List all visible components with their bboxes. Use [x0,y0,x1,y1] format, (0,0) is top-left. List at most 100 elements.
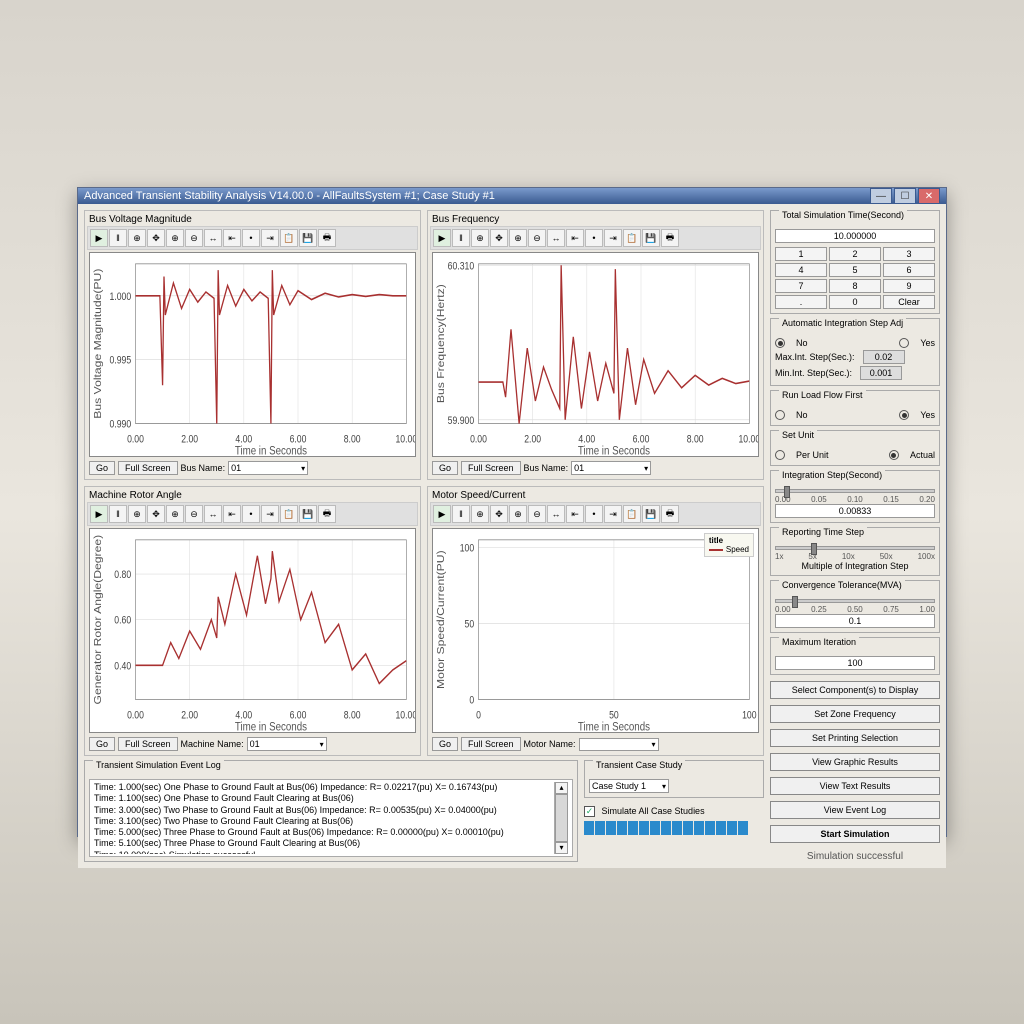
fit-icon[interactable]: ↔ [547,505,565,523]
pause-icon[interactable]: ‖ [109,505,127,523]
fullscreen-button[interactable]: Full Screen [461,461,521,475]
play-icon[interactable]: ▶ [90,505,108,523]
selector-dropdown[interactable] [579,738,659,751]
last-icon[interactable]: ⇥ [261,229,279,247]
simulate-all-row[interactable]: ✓ Simulate All Case Studies [584,806,764,817]
select-components-button[interactable]: Select Component(s) to Display [770,681,940,699]
zoomout-icon[interactable]: ⊖ [185,505,203,523]
start-simulation-button[interactable]: Start Simulation [770,825,940,843]
zoomin-icon[interactable]: ⊕ [509,505,527,523]
numpad-0[interactable]: 0 [829,295,881,309]
numpad-4[interactable]: 4 [775,263,827,277]
numpad-.[interactable]: . [775,295,827,309]
current-icon[interactable]: • [242,505,260,523]
auto-step-yes-radio[interactable] [899,338,909,348]
zoomin-icon[interactable]: ⊕ [509,229,527,247]
numpad-2[interactable]: 2 [829,247,881,261]
go-button[interactable]: Go [432,737,458,751]
event-log-scrollbar[interactable]: ▴ ▾ [554,782,568,854]
case-study-select[interactable]: Case Study 1 [589,779,669,793]
selector-dropdown[interactable]: 01 [228,461,308,475]
view-eventlog-button[interactable]: View Event Log [770,801,940,819]
conv-tol-value[interactable] [775,614,935,628]
conv-tol-slider[interactable] [775,599,935,603]
zoomout-icon[interactable]: ⊖ [528,505,546,523]
current-icon[interactable]: • [585,229,603,247]
copy-icon[interactable]: 📋 [623,505,641,523]
int-step-value[interactable] [775,504,935,518]
selector-dropdown[interactable]: 01 [247,737,327,751]
numpad-7[interactable]: 7 [775,279,827,293]
set-zone-freq-button[interactable]: Set Zone Frequency [770,705,940,723]
scroll-up-icon[interactable]: ▴ [555,782,568,794]
last-icon[interactable]: ⇥ [604,229,622,247]
save-icon[interactable]: 💾 [642,229,660,247]
save-icon[interactable]: 💾 [642,505,660,523]
int-step-slider[interactable] [775,489,935,493]
go-button[interactable]: Go [89,461,115,475]
zoomout-icon[interactable]: ⊖ [528,229,546,247]
last-icon[interactable]: ⇥ [261,505,279,523]
play-icon[interactable]: ▶ [90,229,108,247]
play-icon[interactable]: ▶ [433,505,451,523]
pan-icon[interactable]: ✥ [147,229,165,247]
set-printing-button[interactable]: Set Printing Selection [770,729,940,747]
print-icon[interactable]: 🖶 [318,505,336,523]
scroll-down-icon[interactable]: ▾ [555,842,568,854]
print-icon[interactable]: 🖶 [318,229,336,247]
play-icon[interactable]: ▶ [433,229,451,247]
report-step-slider[interactable] [775,546,935,550]
view-graphic-button[interactable]: View Graphic Results [770,753,940,771]
fullscreen-button[interactable]: Full Screen [461,737,521,751]
copy-icon[interactable]: 📋 [623,229,641,247]
save-icon[interactable]: 💾 [299,505,317,523]
view-text-button[interactable]: View Text Results [770,777,940,795]
print-icon[interactable]: 🖶 [661,505,679,523]
first-icon[interactable]: ⇤ [566,229,584,247]
copy-icon[interactable]: 📋 [280,505,298,523]
last-icon[interactable]: ⇥ [604,505,622,523]
total-time-input[interactable] [775,229,935,243]
simulate-all-checkbox[interactable]: ✓ [584,806,595,817]
minimize-button[interactable]: — [870,188,892,204]
close-button[interactable]: ✕ [918,188,940,204]
numpad-5[interactable]: 5 [829,263,881,277]
fullscreen-button[interactable]: Full Screen [118,737,178,751]
pan-icon[interactable]: ✥ [490,505,508,523]
current-icon[interactable]: • [242,229,260,247]
unit-actual-radio[interactable] [889,450,899,460]
numpad-Clear[interactable]: Clear [883,295,935,309]
auto-step-no-radio[interactable] [775,338,785,348]
pause-icon[interactable]: ‖ [452,229,470,247]
zoomin-icon[interactable]: ⊕ [166,505,184,523]
zoom-icon[interactable]: ⊕ [128,229,146,247]
first-icon[interactable]: ⇤ [566,505,584,523]
numpad-3[interactable]: 3 [883,247,935,261]
max-int-step-input[interactable] [863,350,905,364]
first-icon[interactable]: ⇤ [223,229,241,247]
fit-icon[interactable]: ↔ [547,229,565,247]
numpad-9[interactable]: 9 [883,279,935,293]
fullscreen-button[interactable]: Full Screen [118,461,178,475]
pause-icon[interactable]: ‖ [109,229,127,247]
maximize-button[interactable]: ☐ [894,188,916,204]
zoomout-icon[interactable]: ⊖ [185,229,203,247]
save-icon[interactable]: 💾 [299,229,317,247]
pan-icon[interactable]: ✥ [147,505,165,523]
go-button[interactable]: Go [432,461,458,475]
first-icon[interactable]: ⇤ [223,505,241,523]
fit-icon[interactable]: ↔ [204,229,222,247]
zoom-icon[interactable]: ⊕ [471,229,489,247]
max-iter-input[interactable] [775,656,935,670]
print-icon[interactable]: 🖶 [661,229,679,247]
current-icon[interactable]: • [585,505,603,523]
go-button[interactable]: Go [89,737,115,751]
loadflow-no-radio[interactable] [775,410,785,420]
copy-icon[interactable]: 📋 [280,229,298,247]
zoom-icon[interactable]: ⊕ [471,505,489,523]
unit-perunit-radio[interactable] [775,450,785,460]
pan-icon[interactable]: ✥ [490,229,508,247]
zoomin-icon[interactable]: ⊕ [166,229,184,247]
fit-icon[interactable]: ↔ [204,505,222,523]
zoom-icon[interactable]: ⊕ [128,505,146,523]
